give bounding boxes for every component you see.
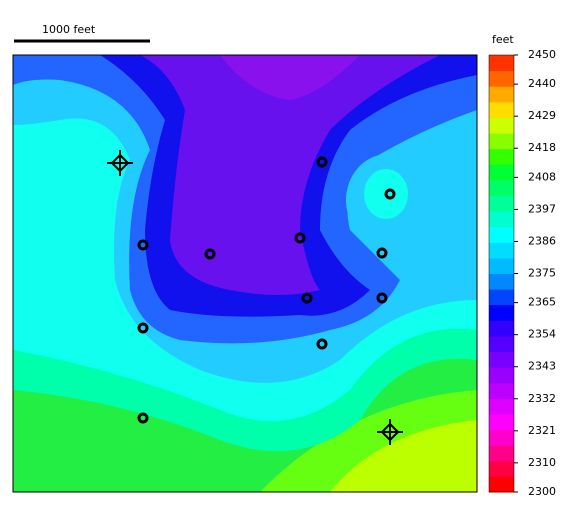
colorbar-band (489, 242, 514, 259)
colorbar-band (489, 304, 514, 321)
colorbar-band (489, 398, 514, 415)
colorbar-band (489, 195, 514, 212)
colorbar-tick-label: 2429 (528, 109, 556, 122)
wells (107, 150, 403, 445)
colorbar-band (489, 179, 514, 196)
colorbar-tick-label: 2310 (528, 456, 556, 469)
colorbar-band (489, 148, 514, 165)
colorbar-band (489, 445, 514, 462)
colorbar-title: feet (492, 33, 514, 46)
colorbar-band (489, 335, 514, 353)
colorbar-band (489, 382, 514, 399)
colorbar-band (489, 367, 514, 384)
colorbar-band (489, 460, 514, 477)
colorbar-band (489, 289, 514, 306)
surface (13, 55, 477, 492)
colorbar-band (489, 164, 514, 181)
colorbar-tick-label: 2375 (528, 267, 556, 280)
colorbar-band (489, 476, 514, 493)
colorbar-band (489, 429, 514, 446)
colorbar-band (489, 226, 514, 243)
colorbar-band (489, 273, 514, 290)
colorbar-tick-label: 2332 (528, 392, 556, 405)
colorbar-band (489, 133, 514, 150)
colorbar-band (489, 86, 514, 103)
colorbar-tick-label: 2343 (528, 360, 556, 373)
colorbar-tick-label: 2450 (528, 48, 556, 61)
colorbar-band (489, 101, 514, 118)
colorbar-tick-label: 2418 (528, 141, 556, 154)
colorbar-tick-label: 2365 (528, 296, 556, 309)
colorbar-tick-label: 2300 (528, 485, 556, 498)
scale-bar-label: 1000 feet (42, 23, 96, 36)
colorbar-tick-label: 2397 (528, 202, 556, 215)
colorbar-tick-label: 2321 (528, 424, 556, 437)
colorbar-band (489, 55, 514, 72)
colorbar-band (489, 117, 514, 134)
colorbar-band (489, 351, 514, 368)
colorbar-band (489, 70, 514, 87)
colorbar-frame (488, 54, 515, 493)
colorbar: 2450 2440 2429 2418 2408 2397 2386 2375 2365 2354… (489, 48, 556, 498)
colorbar-tick-label: 2408 (528, 170, 556, 183)
colorbar-tick-label: 2386 (528, 234, 556, 247)
colorbar-band (489, 413, 514, 431)
colorbar-band (489, 211, 514, 228)
colorbar-band (489, 257, 514, 274)
colorbar-tick-label: 2440 (528, 77, 556, 90)
map-frame (12, 54, 478, 493)
colorbar-band (489, 320, 514, 337)
colorbar-tick-label: 2354 (528, 328, 556, 341)
